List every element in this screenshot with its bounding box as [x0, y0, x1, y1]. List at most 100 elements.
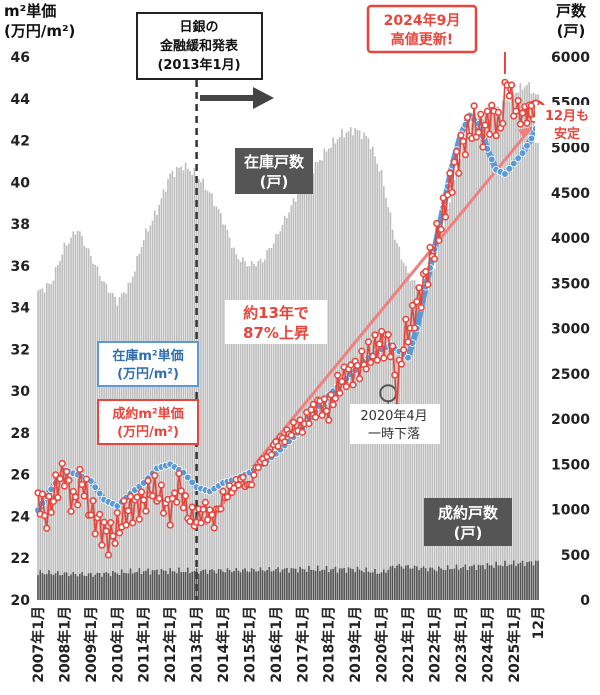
contract-count-bar — [92, 576, 94, 600]
contract-price-point — [126, 492, 135, 501]
contract-count-bar — [222, 571, 224, 600]
contract-count-bar — [371, 572, 374, 600]
inventory-count-bar — [167, 179, 169, 600]
contract-count-bar — [253, 569, 255, 600]
contract-price-point — [43, 524, 51, 532]
contract-count-bar — [74, 574, 77, 600]
contract-price-point — [181, 492, 190, 500]
x-axis-tick-label: 2019年1月 — [347, 606, 364, 683]
contract-price-point — [422, 268, 430, 276]
inventory-count-bar — [457, 167, 460, 600]
boj-callout-line3: (2013年1月) — [157, 57, 240, 73]
right-axis-tick-label: 4500 — [551, 186, 590, 202]
x-axis-tick-label: 2016年1月 — [268, 606, 285, 683]
contract-price-point — [100, 518, 108, 526]
inventory-count-bar — [308, 173, 310, 601]
contract-price-point — [347, 361, 355, 369]
inventory-count-bar — [54, 267, 57, 600]
contract-count-bar — [493, 567, 495, 600]
inventory-count-bar — [530, 93, 533, 600]
inventory-count-bar — [440, 237, 442, 600]
inventory-count-bar — [453, 180, 456, 600]
inventory-count-bar — [466, 140, 469, 601]
contract-count-bar — [420, 568, 423, 600]
inventory-count-bar — [211, 193, 213, 601]
contract-price-point — [400, 346, 408, 354]
contract-price-point — [384, 331, 392, 339]
contract-count-bar — [45, 574, 48, 600]
contract-price-point — [446, 169, 454, 177]
inventory-count-bar — [482, 118, 484, 601]
inventory-count-bar — [281, 224, 284, 601]
inventory-count-bar — [114, 296, 116, 600]
inventory-count-bar — [528, 82, 531, 600]
inventory-count-bar — [259, 258, 262, 600]
inventory-count-bar — [231, 248, 233, 600]
left-axis-tick-label: 46 — [11, 50, 30, 66]
left-axis-tick-label: 40 — [11, 175, 31, 191]
inventory-count-bar — [123, 292, 125, 600]
boj-callout-box — [136, 12, 263, 80]
contract-price-point — [173, 498, 181, 506]
contract-count-bar — [336, 572, 339, 600]
contract-price-label-box — [97, 399, 199, 445]
contract-price-point — [60, 482, 69, 490]
inventory-count-bar — [475, 119, 478, 600]
contract-count-bar — [114, 572, 116, 600]
contract-count-bar — [193, 570, 196, 600]
contract-price-point — [353, 361, 361, 370]
inventory-count-bar — [72, 231, 75, 600]
inventory-count-bar — [462, 145, 464, 601]
right-axis: 0 500 1000 1500 2000 2500 3000 3500 4000 4500 5000… — [551, 50, 590, 609]
inventory-count-bar — [255, 266, 257, 600]
contract-price-point — [281, 438, 289, 446]
contract-price-point — [512, 107, 520, 115]
contract-count-bar — [345, 572, 348, 600]
inventory-count-bar — [499, 111, 502, 600]
left-axis-title-line2: (万円/m²) — [4, 22, 75, 40]
contract-price-point — [523, 119, 531, 127]
contract-price-point — [120, 497, 128, 505]
contract-count-bar — [107, 573, 110, 600]
contract-count-bar — [151, 570, 154, 600]
contract-count-bar — [79, 573, 81, 600]
contract-price-point — [289, 418, 298, 426]
inventory-count-bar — [532, 92, 535, 600]
contract-count-bar — [244, 568, 246, 600]
contract-price-point — [450, 158, 458, 166]
inventory-price-point — [95, 489, 104, 498]
contract-count-bar — [365, 567, 368, 600]
contract-price-point — [67, 507, 75, 515]
contract-price-point — [186, 517, 194, 525]
left-axis-tick-label: 32 — [11, 342, 30, 358]
contract-count-bar — [85, 575, 88, 600]
contract-count-bar — [517, 563, 519, 600]
contract-count-bar — [116, 573, 119, 600]
contract-price-point — [219, 487, 227, 496]
inventory-count-bar — [63, 242, 66, 600]
contract-count-bar — [270, 571, 273, 600]
contract-price-point — [492, 131, 500, 140]
x-axis-tick-label: 2015年1月 — [241, 606, 258, 683]
contract-count-bar — [259, 567, 262, 600]
contract-count-bar — [235, 568, 238, 600]
inventory-count-bar — [217, 209, 220, 600]
contract-count-bar — [261, 570, 264, 600]
inventory-count-bar — [468, 133, 471, 600]
contract-price-point — [331, 394, 339, 402]
contract-count-label-line1: 成約戸数 — [438, 504, 499, 522]
contract-count-bar — [202, 569, 205, 600]
inventory-count-bar — [486, 110, 489, 600]
contract-price-point — [479, 143, 487, 151]
inventory-count-bar — [275, 234, 277, 600]
contract-count-bar — [416, 566, 418, 600]
contract-count-bar — [455, 564, 458, 600]
contract-price-point — [402, 315, 410, 323]
contract-count-bar — [246, 571, 249, 600]
contract-count-bar — [272, 570, 275, 600]
contract-price-point — [41, 512, 49, 520]
contract-count-bars — [37, 560, 539, 600]
contract-count-bar — [506, 565, 508, 600]
contract-price-point — [140, 496, 148, 504]
contract-count-bar — [147, 568, 149, 600]
